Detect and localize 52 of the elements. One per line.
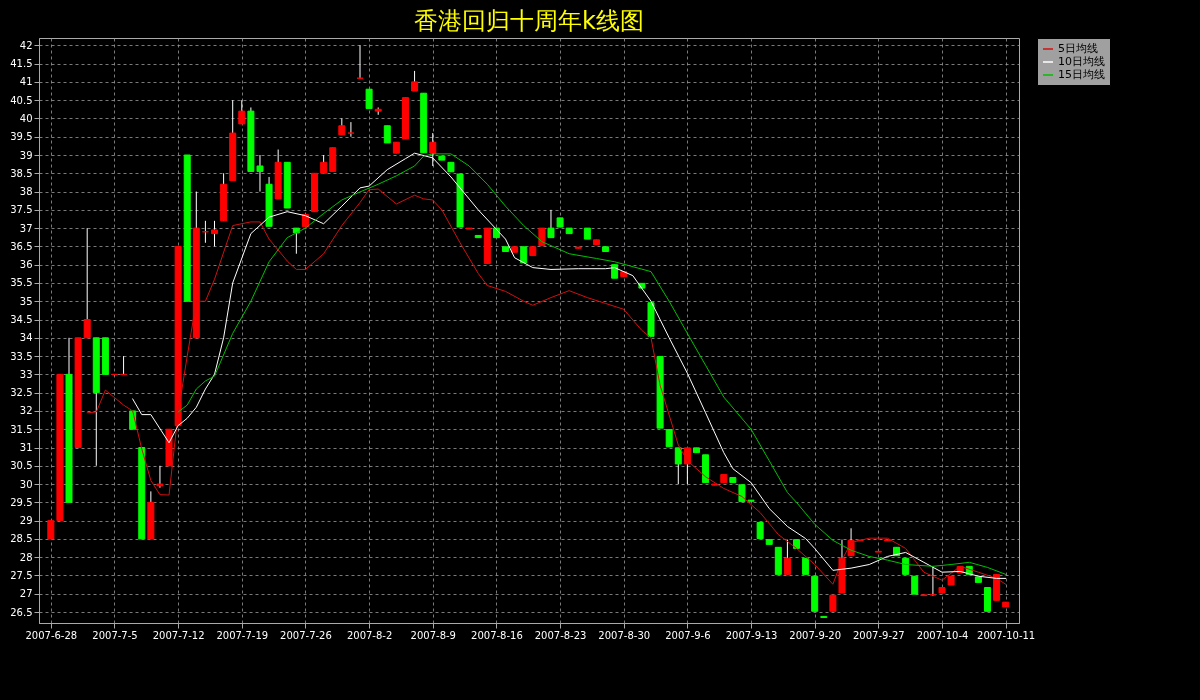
legend-label: 10日均线 — [1058, 55, 1105, 68]
y-tick-label: 39 — [19, 149, 33, 161]
chart-title: 香港回归十周年k线图 — [414, 6, 644, 35]
x-tick-label: 2007-10-11 — [977, 629, 1036, 641]
x-tick-label: 2007-8-30 — [598, 629, 651, 641]
y-tick-label: 38 — [19, 186, 33, 198]
y-tick-label: 31 — [19, 442, 33, 453]
x-tick-label: 2007-9-13 — [725, 629, 778, 641]
y-tick-label: 28.5 — [10, 533, 33, 545]
x-tick-label: 2007-7-5 — [92, 629, 138, 641]
x-tick-label: 2007-9-27 — [852, 629, 905, 641]
x-tick-label: 2007-8-23 — [534, 629, 587, 641]
y-tick-label: 34 — [19, 332, 33, 344]
y-tick-label: 36.5 — [10, 240, 33, 252]
y-tick-label: 30 — [19, 478, 33, 490]
y-tick-label: 40.5 — [10, 94, 33, 106]
y-tick-label: 27 — [19, 588, 33, 600]
y-tick-label: 35 — [19, 295, 33, 307]
legend-label: 5日均线 — [1058, 42, 1098, 55]
x-tick-label: 2007-6-28 — [25, 629, 78, 641]
x-tick-label: 2007-8-9 — [410, 629, 456, 641]
y-tick-label: 42 — [19, 39, 33, 51]
y-tick-label: 31.5 — [10, 423, 33, 435]
y-tick-label: 35.5 — [10, 277, 33, 289]
y-tick-label: 39.5 — [10, 131, 33, 143]
legend-label: 15日均线 — [1058, 68, 1105, 81]
y-tick-label: 29 — [19, 515, 33, 527]
x-tick-label: 2007-8-16 — [471, 629, 523, 641]
x-tick-label: 2007-9-20 — [789, 629, 842, 641]
x-tick-label: 2007-9-6 — [665, 629, 711, 641]
y-tick-label: 27.5 — [10, 569, 33, 581]
y-tick-label: 37 — [19, 222, 33, 234]
y-tick-label: 38.5 — [10, 167, 33, 179]
y-tick-label: 30.5 — [10, 460, 33, 472]
y-tick-label: 33 — [19, 368, 33, 380]
y-tick-label: 40 — [19, 112, 33, 124]
x-tick-label: 2007-8-2 — [346, 629, 393, 641]
x-tick-label: 2007-7-12 — [152, 629, 205, 641]
y-tick-label: 37.5 — [10, 204, 33, 216]
y-tick-label: 29.5 — [10, 496, 33, 508]
y-tick-label: 41.5 — [10, 58, 33, 70]
y-tick-label: 28 — [19, 551, 33, 563]
y-tick-label: 36 — [19, 259, 33, 271]
y-tick-label: 32 — [19, 405, 33, 417]
y-tick-label: 34.5 — [10, 314, 33, 326]
y-tick-label: 33.5 — [10, 350, 33, 362]
x-tick-label: 2007-7-26 — [280, 629, 332, 641]
x-tick-label: 2007-7-19 — [216, 629, 269, 641]
x-tick-label: 2007-10-4 — [916, 629, 969, 641]
y-tick-label: 32.5 — [10, 387, 33, 399]
y-tick-label: 41 — [19, 76, 33, 88]
y-tick-label: 26.5 — [10, 606, 33, 618]
